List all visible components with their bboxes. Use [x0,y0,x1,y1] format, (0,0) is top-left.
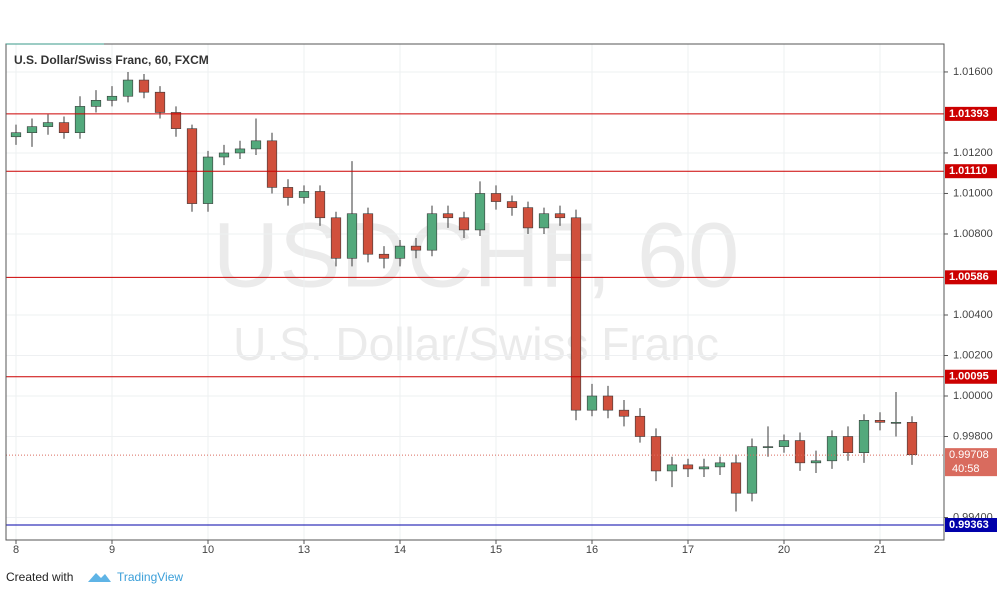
candle-body [522,207,534,229]
candle-body [586,395,598,411]
candle-body [554,213,566,219]
y-tick-label: 1.01000 [953,187,993,199]
candle-body [42,122,54,127]
x-tick-label: 20 [778,544,790,556]
x-tick-label: 10 [202,544,214,556]
candle-body [442,213,454,219]
x-tick-label: 8 [13,544,19,556]
candle-body [602,395,614,411]
brand-logo [88,573,111,582]
level-label-box [945,270,997,285]
plot [6,44,944,540]
candle-body [122,79,134,97]
candle-body [314,191,326,219]
candle-body [906,422,918,456]
candle-body [634,415,646,437]
candle-body [874,420,886,423]
candle-body [266,140,278,188]
level-label-box [945,164,997,179]
candle-body [250,140,262,150]
level-label: 0.99363 [949,519,989,531]
last-price-label: 0.99708 [949,449,989,461]
candle-body [506,201,518,208]
candle-body [490,193,502,202]
candle-body [378,253,390,259]
y-tick-label: 1.00400 [953,309,993,321]
candle-body [666,464,678,472]
level-label-box [945,106,997,121]
candle-body [762,446,774,448]
x-tick-label: 15 [490,544,502,556]
candle-body [10,132,22,138]
x-tick-label: 14 [394,544,406,556]
candle-body [186,128,198,204]
candle-body [474,193,486,231]
y-tick-label: 1.00800 [953,228,993,240]
candle-body [570,217,582,411]
candle-body [330,217,342,259]
candle-body [538,213,550,229]
x-tick-label: 17 [682,544,694,556]
candle-body [810,460,822,464]
x-tick-label: 9 [109,544,115,556]
candle-body [858,420,870,454]
level-label: 1.01110 [949,165,988,177]
candle-body [714,462,726,468]
candle-body [138,79,150,93]
candle-body [730,462,742,494]
candle-body [458,217,470,231]
candle-body [154,91,166,113]
candle-body [74,106,86,134]
candle-body [826,436,838,462]
x-tick-label: 16 [586,544,598,556]
candle-body [90,100,102,107]
chart-title: U.S. Dollar/Swiss Franc, 60, FXCM [14,53,209,67]
y-tick-label: 1.00000 [953,390,993,402]
y-tick-label: 0.99800 [953,430,993,442]
candle-body [890,422,902,424]
candle-body [106,95,118,101]
brand[interactable]: TradingView [117,570,183,584]
candle-body [362,213,374,255]
candle-body [394,245,406,259]
candle-body [282,187,294,198]
candle-body [650,436,662,472]
level-label: 1.00095 [949,371,989,383]
candle-body [218,152,230,158]
level-label: 1.01393 [949,108,989,120]
candle-body [234,148,246,154]
candle-body [426,213,438,251]
candle-body [170,112,182,129]
candle-body [698,466,710,470]
candle-body [618,409,630,417]
footer: Created with [6,570,73,584]
countdown: 40:58 [952,463,980,475]
candle-body [746,446,758,494]
candle-body [298,191,310,198]
candle-body [778,440,790,447]
candle-body [26,126,38,134]
level-label-box [945,518,997,533]
y-tick-label: 1.00200 [953,349,993,361]
level-label: 1.00586 [949,271,989,283]
y-tick-label: 1.01600 [953,66,993,78]
x-tick-label: 21 [874,544,886,556]
candle-body [794,440,806,464]
candle-body [202,156,214,204]
candle-body [842,436,854,454]
plot-frame [5,43,945,541]
level-label-box [945,369,997,384]
last-price-box [945,448,997,477]
candle-body [682,464,694,470]
candle-body [410,245,422,251]
y-tick-label: 1.01200 [953,147,993,159]
candle-body [346,213,358,259]
watermark-subtitle: U.S. Dollar/Swiss Franc [233,318,719,370]
candle-body [58,122,70,134]
x-tick-label: 13 [298,544,310,556]
axes: 8 9 10 13 14 15 16 17 20 21 1.01600 1.01200 1.01000 1… [13,66,997,556]
